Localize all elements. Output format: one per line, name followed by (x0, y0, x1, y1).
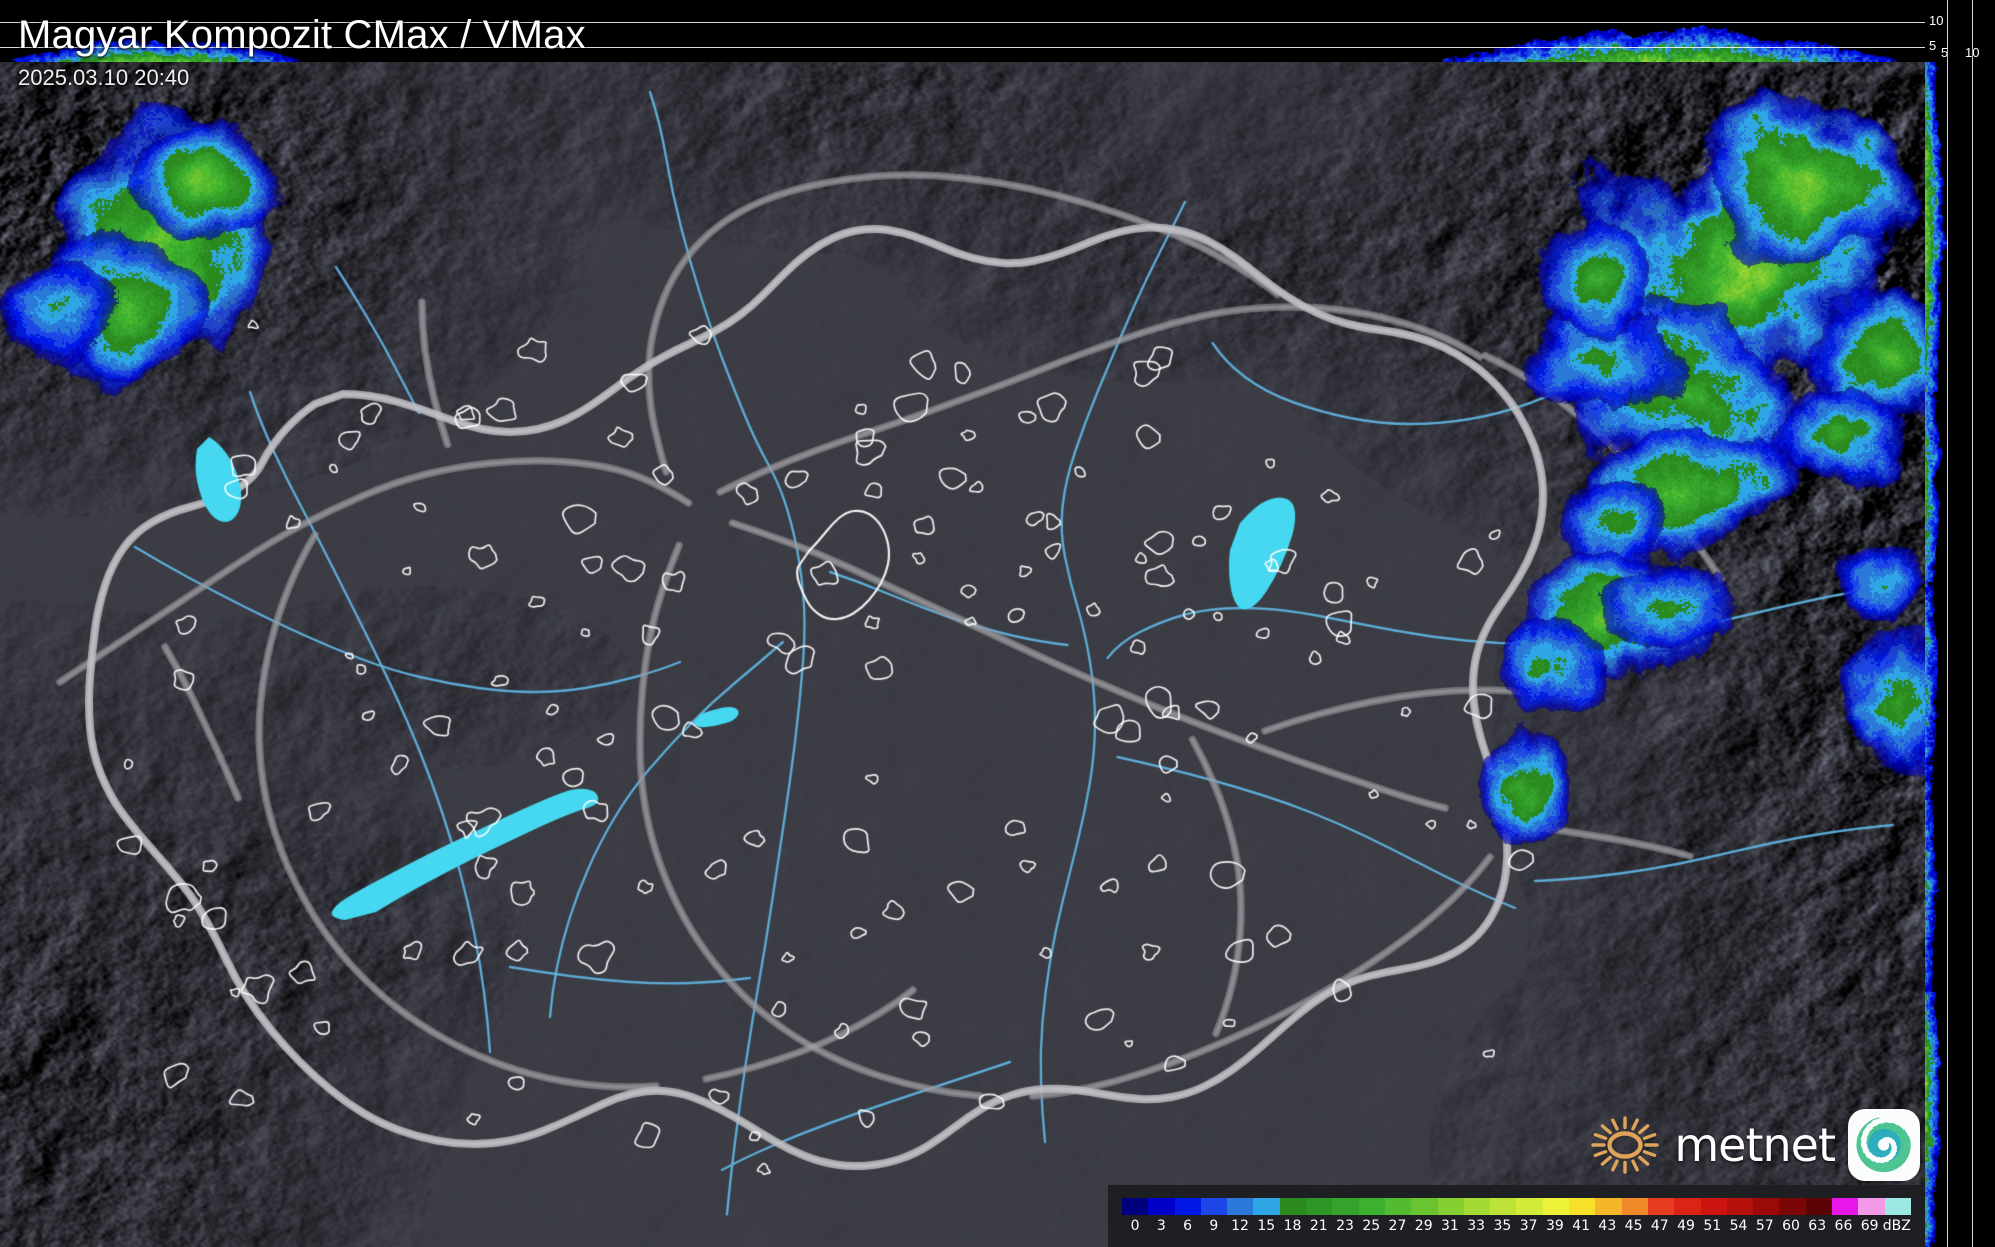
legend-swatch-26 (1805, 1197, 1833, 1215)
legend-color-bar (1122, 1197, 1911, 1215)
vmax-gridline-5km (1947, 0, 1948, 1247)
legend-swatch-4 (1227, 1197, 1254, 1215)
legend-tick-29: dBZ (1882, 1217, 1911, 1234)
legend-swatch-7 (1306, 1197, 1333, 1215)
height-label-5km: 5 (1929, 38, 1937, 53)
legend-swatch-23 (1726, 1197, 1754, 1215)
legend-swatch-2 (1174, 1197, 1201, 1215)
legend-swatch-10 (1384, 1197, 1412, 1215)
hungary-radar-composite[interactable] (0, 62, 1925, 1247)
legend-swatch-16 (1542, 1197, 1570, 1215)
legend-tick-17: 41 (1572, 1217, 1591, 1234)
legend-swatch-21 (1674, 1197, 1701, 1215)
legend-tick-11: 29 (1414, 1217, 1433, 1234)
legend-tick-16: 39 (1545, 1217, 1564, 1234)
legend-swatch-18 (1595, 1197, 1622, 1215)
legend-tick-9: 25 (1362, 1217, 1381, 1234)
cross-section-gridline-5km (0, 47, 1925, 48)
legend-tick-10: 27 (1388, 1217, 1407, 1234)
legend-swatch-14 (1490, 1197, 1517, 1215)
legend-tick-21: 49 (1677, 1217, 1695, 1234)
cross-section-gridline-10km (0, 22, 1925, 23)
legend-swatch-6 (1279, 1197, 1307, 1215)
height-label-10km: 10 (1929, 13, 1944, 28)
vmax-gridline-10km (1972, 0, 1973, 1247)
metnet-logo[interactable]: metnet (1589, 1109, 1920, 1181)
legend-tick-19: 45 (1624, 1217, 1643, 1234)
legend-swatch-8 (1332, 1197, 1359, 1215)
range-label-10: 10 (1965, 45, 1980, 60)
legend-tick-4: 12 (1231, 1217, 1249, 1234)
legend-swatch-13 (1463, 1197, 1491, 1215)
legend-swatch-27 (1832, 1197, 1859, 1215)
legend-tick-12: 31 (1441, 1217, 1459, 1234)
legend-swatch-24 (1753, 1197, 1780, 1215)
legend-tick-0: 0 (1130, 1217, 1140, 1234)
legend-tick-2: 6 (1183, 1217, 1193, 1234)
legend-tick-22: 51 (1703, 1217, 1722, 1234)
legend-tick-26: 63 (1808, 1217, 1827, 1234)
legend-tick-1: 3 (1156, 1217, 1166, 1234)
dbz-color-legend: 0 3 6 9 12 15 18 21 23 25 27 29 31 33 35 37 39 41 43 45 47 49… (1108, 1185, 1925, 1247)
legend-tick-labels: 0 3 6 9 12 15 18 21 23 25 27 29 31 33 35 37 39 41 43 45 47 49… (1122, 1218, 1911, 1235)
legend-swatch-11 (1411, 1197, 1438, 1215)
range-label-5: 5 (1941, 45, 1949, 60)
legend-swatch-3 (1200, 1197, 1228, 1215)
legend-swatch-0 (1122, 1197, 1149, 1215)
legend-swatch-1 (1148, 1197, 1175, 1215)
legend-tick-13: 33 (1467, 1217, 1486, 1234)
legend-tick-5: 15 (1257, 1217, 1276, 1234)
cmax-vertical-cross-section (0, 0, 1925, 62)
legend-tick-18: 43 (1598, 1217, 1617, 1234)
legend-swatch-17 (1569, 1197, 1596, 1215)
vmax-vertical-cross-section: 10 5 5 10 (1925, 0, 1995, 1247)
metnet-wordmark: metnet (1674, 1118, 1836, 1172)
cmax-cross-section-canvas (0, 0, 1925, 62)
legend-tick-25: 60 (1782, 1217, 1800, 1234)
legend-swatch-25 (1779, 1197, 1806, 1215)
legend-swatch-19 (1621, 1197, 1648, 1215)
spiral-app-icon[interactable] (1848, 1109, 1920, 1181)
legend-swatch-29 (1884, 1197, 1911, 1215)
radar-map-canvas[interactable] (0, 62, 1925, 1247)
legend-tick-7: 21 (1309, 1217, 1328, 1234)
legend-tick-3: 9 (1209, 1217, 1219, 1234)
legend-tick-27: 66 (1834, 1217, 1853, 1234)
legend-tick-8: 23 (1336, 1217, 1354, 1234)
legend-tick-20: 47 (1650, 1217, 1669, 1234)
legend-tick-6: 18 (1283, 1217, 1302, 1234)
legend-tick-24: 57 (1755, 1217, 1774, 1234)
legend-swatch-12 (1437, 1197, 1464, 1215)
vmax-cross-section-canvas (1925, 62, 1995, 1247)
legend-swatch-15 (1516, 1197, 1543, 1215)
legend-tick-14: 35 (1493, 1217, 1512, 1234)
sun-icon (1589, 1109, 1661, 1181)
legend-swatch-28 (1858, 1197, 1885, 1215)
legend-tick-23: 54 (1729, 1217, 1748, 1234)
legend-swatch-20 (1647, 1197, 1675, 1215)
legend-swatch-5 (1253, 1197, 1280, 1215)
legend-tick-28: 69 (1860, 1217, 1879, 1234)
legend-swatch-22 (1700, 1197, 1727, 1215)
legend-tick-15: 37 (1519, 1217, 1538, 1234)
legend-swatch-9 (1358, 1197, 1385, 1215)
